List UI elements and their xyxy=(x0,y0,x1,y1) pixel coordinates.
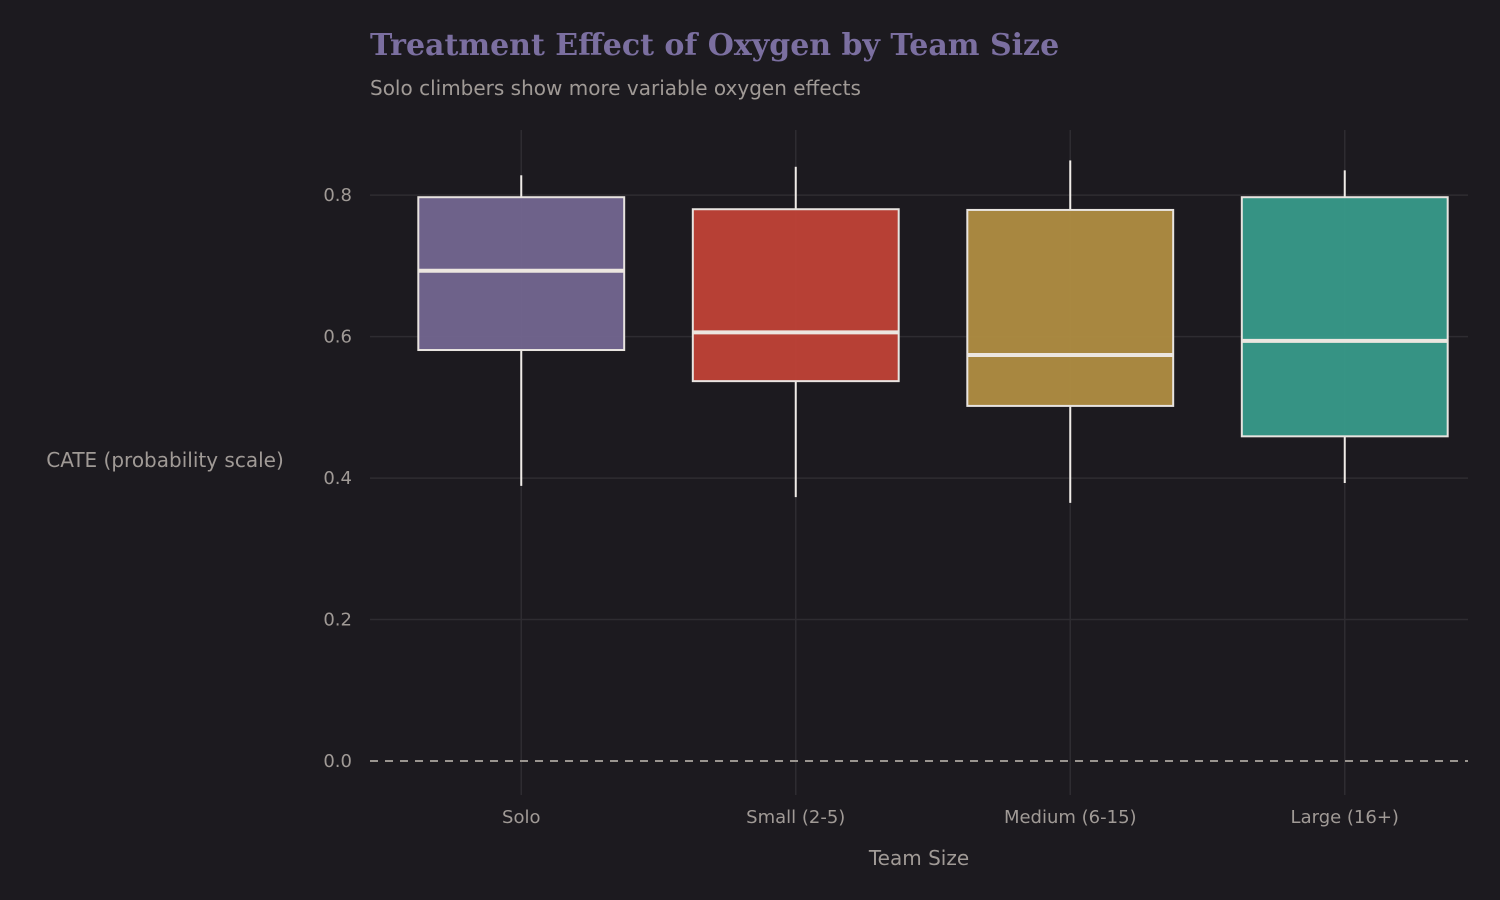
y-tick-label: 0.0 xyxy=(323,751,352,772)
iqr-box xyxy=(1240,196,1449,438)
iqr-box xyxy=(966,208,1175,407)
y-axis-label: CATE (probability scale) xyxy=(46,448,284,472)
y-tick-label: 0.8 xyxy=(323,185,352,206)
box-small-2-5 xyxy=(691,166,900,498)
iqr-box xyxy=(417,196,626,352)
box-large-16 xyxy=(1240,170,1449,484)
x-tick-label: Large (16+) xyxy=(1291,807,1399,828)
iqr-box xyxy=(691,208,900,383)
y-tick-label: 0.6 xyxy=(323,327,352,348)
box-solo xyxy=(417,175,626,486)
x-tick-label: Medium (6-15) xyxy=(1004,807,1137,828)
chart-title: Treatment Effect of Oxygen by Team Size xyxy=(370,28,1060,63)
x-axis-label: Team Size xyxy=(868,846,969,870)
x-tick-label: Small (2-5) xyxy=(746,807,845,828)
y-tick-label: 0.2 xyxy=(323,610,352,631)
box-medium-6-15 xyxy=(966,160,1175,503)
x-tick-label: Solo xyxy=(502,807,540,828)
chart-subtitle: Solo climbers show more variable oxygen … xyxy=(370,76,861,100)
y-tick-label: 0.4 xyxy=(323,468,352,489)
